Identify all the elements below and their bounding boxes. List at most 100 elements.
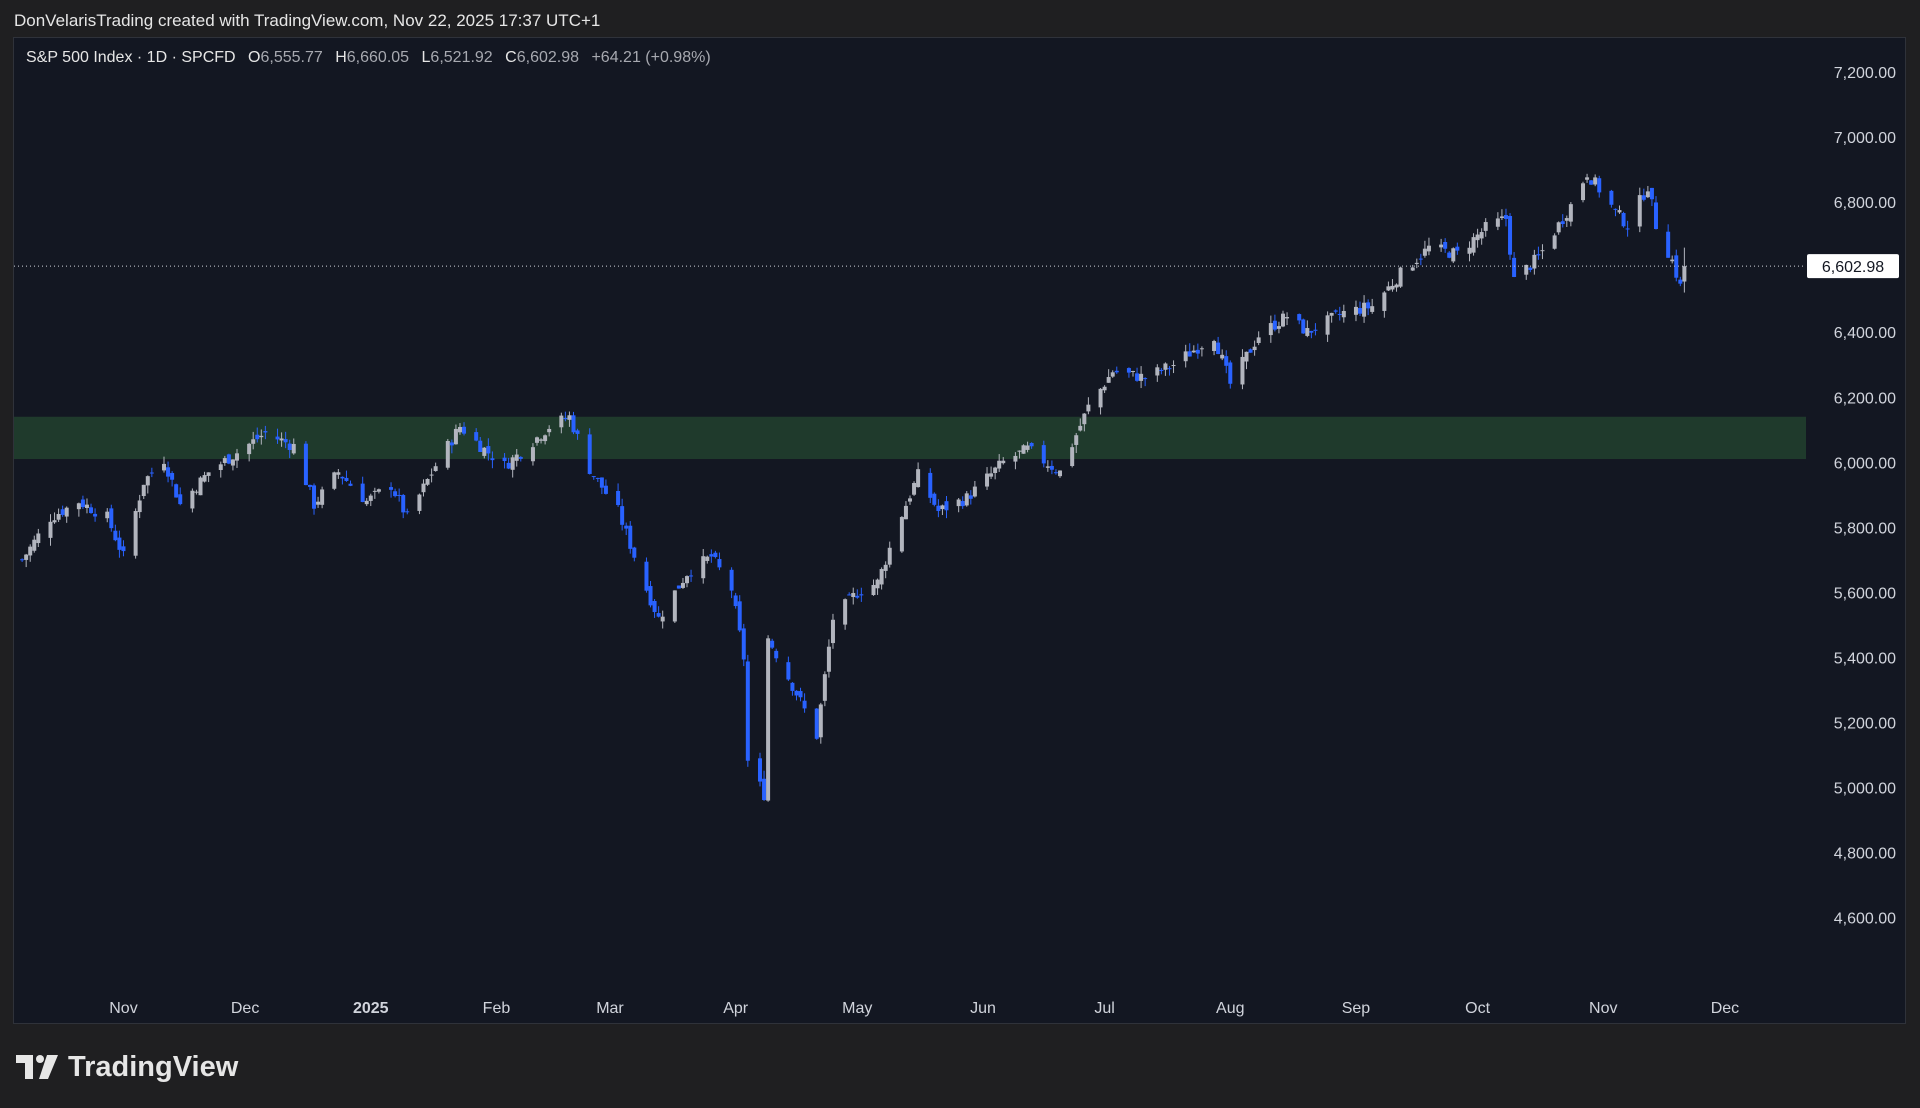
candle-body xyxy=(1386,286,1391,291)
candle-body xyxy=(518,457,523,459)
candle-body xyxy=(93,513,98,517)
candle-body xyxy=(486,446,491,454)
candle-body xyxy=(259,435,264,438)
candle-body xyxy=(332,472,337,489)
candle-body xyxy=(1536,254,1541,256)
candle-body xyxy=(1337,314,1342,316)
candle-body xyxy=(1353,306,1358,315)
candle-body xyxy=(312,485,317,509)
candle-body xyxy=(1329,312,1334,316)
candle-body xyxy=(372,490,377,492)
candle-body xyxy=(567,415,572,420)
tradingview-logo[interactable]: TradingView xyxy=(16,1050,238,1084)
candle-body xyxy=(1029,442,1034,447)
candle-body xyxy=(790,682,795,691)
high-label: H xyxy=(335,49,347,66)
candle-body xyxy=(851,593,856,598)
chart-panel[interactable]: 7,200.007,000.006,800.006,600.006,400.00… xyxy=(13,37,1906,1024)
candle-body xyxy=(826,646,831,672)
candle-body xyxy=(875,579,880,589)
candle-body xyxy=(445,440,450,468)
candle-body xyxy=(899,517,904,552)
candle-body xyxy=(76,503,81,510)
candle-body xyxy=(1625,228,1630,230)
candle-body xyxy=(141,484,146,497)
candle-body xyxy=(709,554,714,557)
candle-body xyxy=(60,509,65,515)
candle-body xyxy=(393,491,398,497)
candle-body xyxy=(1475,234,1480,241)
candle-body xyxy=(1564,218,1569,221)
symbol-legend[interactable]: S&P 500 Index · 1D · SPCFD O6,555.77 H6,… xyxy=(26,49,711,67)
brand-name: TradingView xyxy=(68,1050,239,1083)
candle-body xyxy=(287,443,292,451)
candle-body xyxy=(757,758,762,782)
candle-body xyxy=(1106,377,1111,383)
x-axis-tick-label: Jun xyxy=(970,1000,996,1017)
candle-body xyxy=(1143,378,1148,380)
y-axis-tick-label: 7,000.00 xyxy=(1834,130,1896,147)
attribution-text: DonVelarisTrading created with TradingVi… xyxy=(14,11,601,30)
candle-body xyxy=(1670,259,1675,262)
candle-body xyxy=(830,619,835,644)
candle-body xyxy=(80,499,85,508)
candle-body xyxy=(149,472,154,474)
candle-body xyxy=(713,552,718,558)
candle-body xyxy=(202,475,207,482)
candle-body xyxy=(741,628,746,660)
candle-body xyxy=(571,415,576,433)
candle-body xyxy=(52,520,57,523)
low-value: 6,521.92 xyxy=(430,49,493,66)
candlestick-chart[interactable]: 7,200.007,000.006,800.006,600.006,400.00… xyxy=(14,38,1907,1025)
y-axis-tick-label: 4,800.00 xyxy=(1834,846,1896,863)
candle-body xyxy=(462,426,467,434)
candle-body xyxy=(405,511,410,513)
candle-body xyxy=(1398,267,1403,287)
candle-body xyxy=(936,505,941,511)
candle-body xyxy=(648,586,653,606)
candle-body xyxy=(989,473,994,477)
candle-body xyxy=(457,427,462,433)
candle-body xyxy=(1358,308,1363,314)
candle-body xyxy=(1414,262,1419,264)
candle-body xyxy=(1560,221,1565,225)
candle-body xyxy=(1216,342,1221,355)
candle-body xyxy=(903,505,908,520)
candle-body xyxy=(689,575,694,577)
y-axis-tick-label: 7,200.00 xyxy=(1834,65,1896,82)
candle-body xyxy=(912,483,917,495)
candle-body xyxy=(1049,465,1054,470)
candle-body xyxy=(117,537,122,550)
candle-body xyxy=(247,443,252,455)
candle-body xyxy=(417,494,422,511)
candle-body xyxy=(1313,329,1318,331)
candle-body xyxy=(1366,302,1371,309)
candle-body xyxy=(1418,258,1423,260)
candle-body xyxy=(879,569,884,585)
candle-body xyxy=(1362,302,1367,317)
candle-body xyxy=(64,507,69,517)
candle-body xyxy=(84,504,89,509)
candle-body xyxy=(1191,350,1196,353)
candle-body xyxy=(1195,349,1200,354)
candle-body xyxy=(1102,386,1107,391)
candle-body xyxy=(1301,319,1306,334)
candle-body xyxy=(48,521,53,538)
candle-body xyxy=(964,493,969,506)
candle-body xyxy=(190,490,195,509)
candle-body xyxy=(1532,254,1537,269)
candle-body xyxy=(1637,195,1642,227)
symbol-name[interactable]: S&P 500 Index · 1D · SPCFD xyxy=(26,49,236,66)
candle-body xyxy=(145,476,150,486)
candle-body xyxy=(595,477,600,479)
candle-body xyxy=(1098,388,1103,408)
candle-body xyxy=(24,554,29,560)
x-axis-tick-label: Apr xyxy=(723,1000,749,1017)
candle-body xyxy=(1678,279,1683,284)
x-axis-tick-label: Feb xyxy=(483,1000,511,1017)
candle-body xyxy=(1426,245,1431,252)
candle-body xyxy=(1495,218,1500,227)
candle-body xyxy=(676,585,681,589)
candle-body xyxy=(194,491,199,493)
candle-body xyxy=(1568,204,1573,222)
